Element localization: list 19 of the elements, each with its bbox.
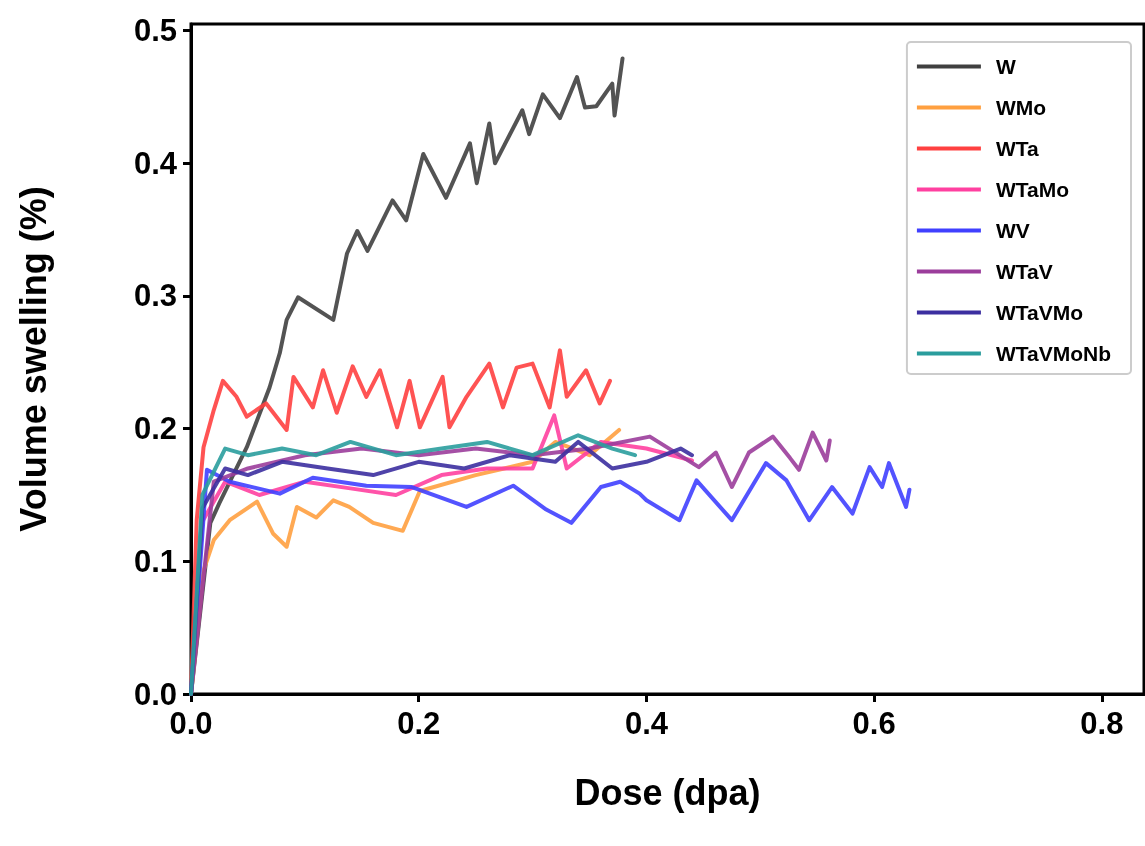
legend-label: WTaVMoNb [995, 342, 1111, 365]
x-tick-label: 0.8 [1080, 706, 1124, 741]
y-tick-label: 0.1 [133, 543, 177, 579]
y-tick-label: 0.2 [133, 411, 177, 447]
x-tick-label: 0.2 [397, 706, 441, 741]
legend-label: WTaVMo [995, 301, 1084, 324]
legend-label: WMo [995, 96, 1047, 119]
x-tick-label: 0.6 [852, 706, 896, 741]
legend-label: WV [995, 219, 1030, 242]
y-tick-label: 0.5 [133, 13, 177, 49]
legend-label: W [995, 55, 1016, 78]
x-axis-title: Dose (dpa) [574, 771, 761, 813]
y-tick-label: 0.4 [133, 145, 178, 181]
legend-label: WTaMo [995, 178, 1069, 201]
y-axis-title: Volume swelling (%) [12, 186, 54, 532]
legend-label: WTaV [995, 260, 1053, 283]
y-tick-label: 0.3 [133, 278, 177, 314]
legend-label: WTa [995, 137, 1039, 160]
x-tick-label: 0.4 [624, 706, 669, 741]
